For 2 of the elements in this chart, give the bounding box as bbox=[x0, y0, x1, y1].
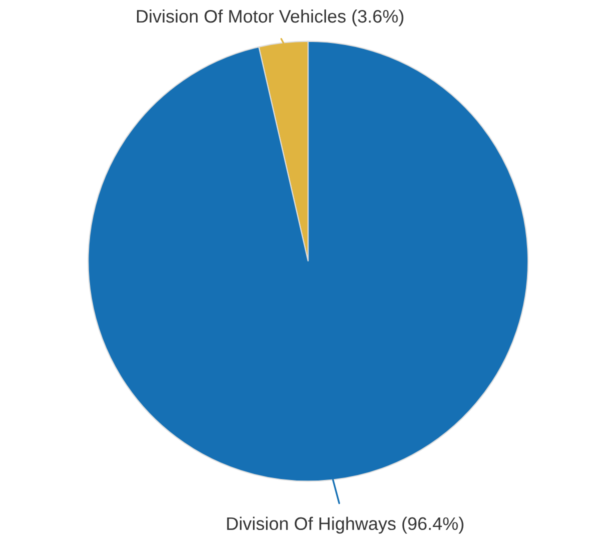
slice-label: Division Of Motor Vehicles (3.6%) bbox=[137, 9, 404, 26]
slice-label: Division Of Highways (96.4%) bbox=[227, 516, 464, 534]
